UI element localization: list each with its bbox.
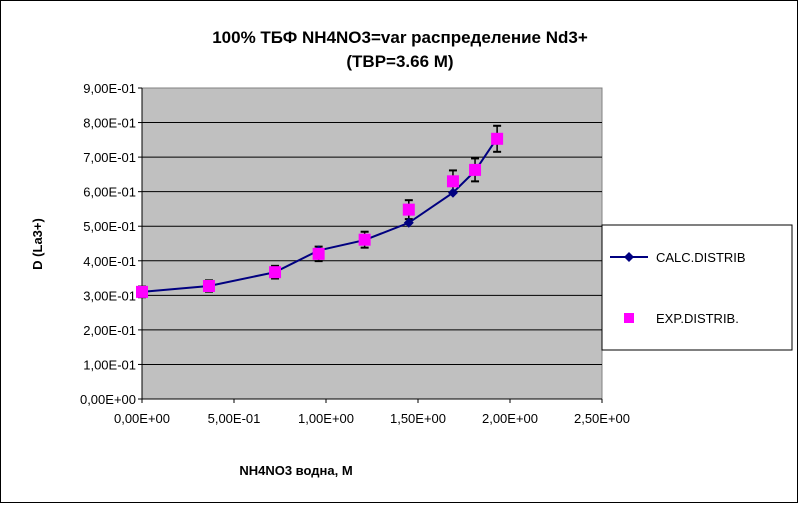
chart-title-line1: 100% ТБФ NH4NO3=var распределение Nd3+ [212,28,588,47]
x-tick-label: 1,50E+00 [390,411,446,426]
exp-distrib-point [469,163,482,176]
y-axis-label: D (La3+) [30,218,45,270]
exp-distrib-point [446,175,459,188]
exp-distrib-point [358,233,371,246]
legend-calc-marker [624,252,634,262]
x-tick-label: 0,00E+00 [114,411,170,426]
x-tick-label: 5,00E-01 [208,411,261,426]
calc-distrib-point [447,187,458,198]
exp-distrib-point [269,266,282,279]
y-tick-label: 6,00E-01 [83,185,136,200]
x-tick-label: 1,00E+00 [298,411,354,426]
legend [601,224,793,351]
y-tick-label: 2,00E-01 [83,323,136,338]
exp-distrib-point [491,132,504,145]
y-tick-label: 7,00E-01 [83,150,136,165]
exp-distrib-point [136,285,148,298]
exp-distrib-point [402,203,415,216]
legend-exp-marker [624,313,634,323]
exp-distrib-point [312,247,325,260]
calc-distrib-point [403,217,414,228]
y-tick-label: 4,00E-01 [83,254,136,269]
y-tick-label: 1,00E-01 [83,357,136,372]
y-tick-label: 3,00E-01 [83,288,136,303]
y-tick-label: 0,00E+00 [80,392,136,407]
x-axis-label: NH4NO3 водна, М [239,463,352,478]
y-tick-label: 9,00E-01 [83,81,136,96]
chart-title-line2: (TBP=3.66 M) [346,52,453,71]
exp-distrib-point [202,280,215,293]
plot-area [141,87,603,400]
x-tick-label: 2,50E+00 [574,411,630,426]
x-tick-label: 2,00E+00 [482,411,538,426]
legend-exp-label: EXP.DISTRIB. [656,311,739,326]
legend-calc-label: CALC.DISTRIB [656,250,746,265]
y-tick-label: 8,00E-01 [83,116,136,131]
y-tick-label: 5,00E-01 [83,219,136,234]
